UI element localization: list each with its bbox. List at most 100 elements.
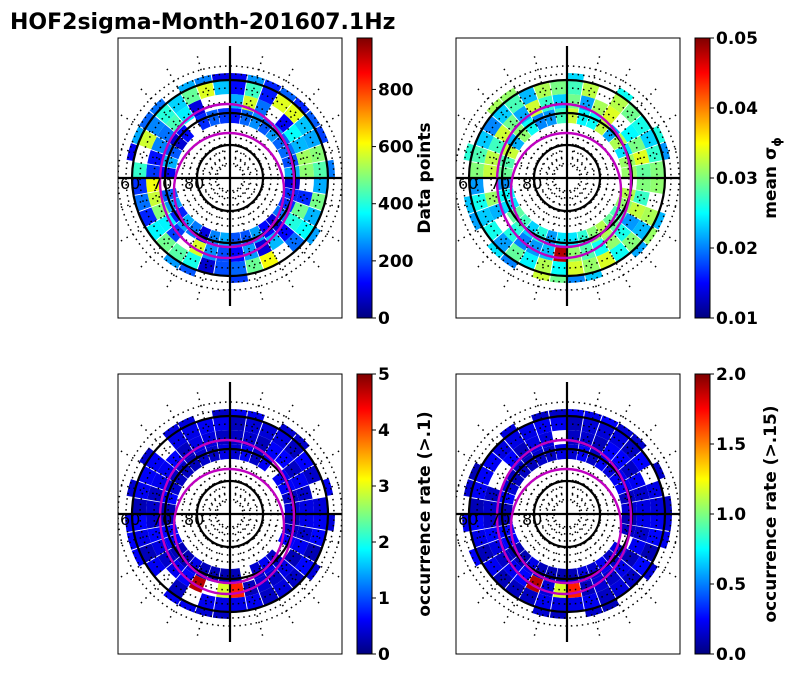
heatmap-cell <box>591 238 609 257</box>
heatmap-cell <box>504 578 525 599</box>
polar-plot-area <box>456 46 680 308</box>
heatmap-cell <box>616 87 634 103</box>
heatmap-cell <box>132 161 148 178</box>
colorbar-tick-label: 200 <box>378 252 414 272</box>
heatmap-cell <box>469 178 485 196</box>
heatmap-cell <box>126 143 138 161</box>
heatmap-cell <box>185 556 203 575</box>
heatmap-cell <box>155 232 177 254</box>
heatmap-cell <box>567 416 584 432</box>
heatmap-cell <box>503 223 523 243</box>
heatmap-cell <box>218 568 230 584</box>
lat-label-70: 70 <box>152 510 172 529</box>
colorbar-label: Data points <box>415 122 435 233</box>
heatmap-cell <box>631 115 652 136</box>
heatmap-cell <box>611 449 631 469</box>
lat-label-60: 60 <box>458 510 478 529</box>
heatmap-cell <box>609 578 630 599</box>
heatmap-cell <box>659 142 671 161</box>
heatmap-cell <box>629 433 647 451</box>
colorbar-gradient <box>694 37 711 319</box>
heatmap-cell <box>651 461 666 480</box>
magenta-contour-inner <box>172 467 286 585</box>
colorbar-tick-label: 0 <box>378 645 390 665</box>
heatmap-cell <box>621 549 640 568</box>
heatmap-cell <box>482 451 503 472</box>
heatmap-cell <box>632 149 650 166</box>
heatmap-cell <box>470 529 489 548</box>
heatmap-cell <box>549 416 567 432</box>
heatmap-cell <box>635 499 651 514</box>
heatmap-cell <box>132 497 148 514</box>
heatmap-cell <box>627 201 646 220</box>
heatmap-cell <box>552 94 567 110</box>
heatmap-cell <box>166 223 186 243</box>
heatmap-cell <box>163 589 181 605</box>
heatmap-cell <box>149 98 167 116</box>
heatmap-cell <box>176 441 195 461</box>
heatmap-cell <box>176 549 195 568</box>
heatmap-cell <box>215 430 230 446</box>
heatmap-cell <box>284 501 300 514</box>
heatmap-cell <box>513 124 532 143</box>
heatmap-cell <box>522 453 540 472</box>
heatmap-cell <box>649 496 665 514</box>
colorbar-tick-label: 2.0 <box>716 365 746 385</box>
lat-label-60: 60 <box>458 174 478 193</box>
heatmap-cell <box>642 563 658 581</box>
heatmap-cell <box>497 166 513 178</box>
heatmap-cell <box>294 115 315 136</box>
heatmap-cell <box>631 451 652 472</box>
lat-label-70: 70 <box>490 510 510 529</box>
heatmap-cell <box>620 124 640 143</box>
heatmap-cell <box>292 433 310 451</box>
heatmap-cell <box>283 460 303 479</box>
lat-label-80: 80 <box>522 174 542 193</box>
heatmap-cell <box>176 124 195 143</box>
polar-plot-area <box>118 382 342 644</box>
heatmap-cell <box>146 500 161 514</box>
polar-grid <box>118 46 342 308</box>
heatmap-cell <box>244 81 263 99</box>
heatmap-cell <box>469 514 485 532</box>
heatmap-cell <box>284 567 306 589</box>
heatmap-cell <box>491 439 513 461</box>
polar-plot-area <box>456 382 680 644</box>
colorbar-tick-label: 800 <box>378 80 414 100</box>
heatmap-cell <box>651 125 666 144</box>
axes-frame <box>455 373 681 655</box>
heatmap-cell <box>554 444 567 460</box>
heatmap-cell <box>594 556 612 575</box>
axes-frame <box>455 37 681 319</box>
heatmap-cell <box>265 441 284 460</box>
heatmap-cell <box>632 485 650 502</box>
magenta-contour-inner <box>509 467 623 585</box>
heatmap-cell <box>126 479 138 497</box>
heatmap-cell <box>185 453 203 472</box>
heatmap-cell <box>132 514 148 532</box>
heatmap-cell <box>244 417 263 435</box>
heatmap-cell <box>308 144 327 163</box>
heatmap-cell <box>483 164 498 178</box>
heatmap-cell <box>494 549 514 568</box>
heatmap-cell <box>157 213 177 232</box>
heatmap-cell <box>487 241 505 259</box>
heatmap-cell <box>567 232 580 248</box>
heatmap-cell <box>522 556 540 575</box>
heatmap-cell <box>531 410 550 422</box>
heatmap-cell <box>621 165 637 178</box>
heatmap-cell <box>178 599 197 613</box>
heatmap-cell <box>513 460 532 479</box>
heatmap-cell <box>584 270 603 282</box>
heatmap-cell <box>176 213 195 232</box>
heatmap-cell <box>145 115 166 136</box>
heatmap-cell <box>322 478 334 497</box>
heatmap-cell <box>468 548 483 567</box>
heatmap-cell <box>491 103 513 125</box>
heatmap-cell <box>502 114 522 134</box>
heatmap-cell <box>482 220 503 241</box>
heatmap-cell <box>504 93 525 114</box>
heatmap-cell <box>555 568 567 584</box>
colorbar-tick-label: 0 <box>378 309 390 329</box>
